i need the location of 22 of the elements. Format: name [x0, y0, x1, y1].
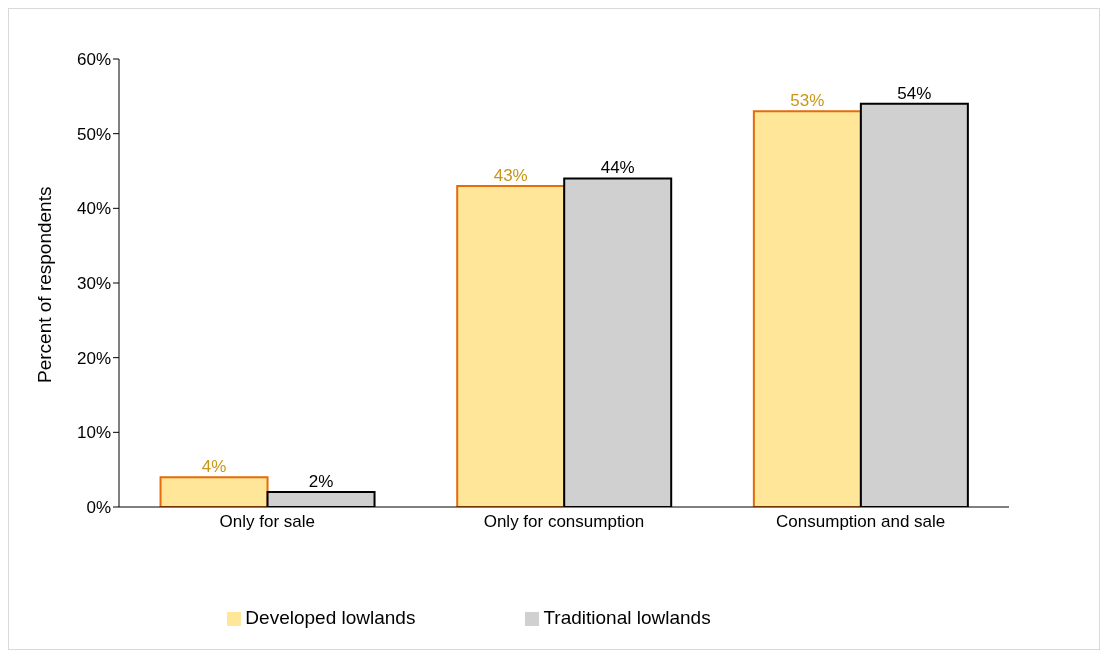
legend-label: Developed lowlands — [245, 607, 416, 628]
x-tick-label: Consumption and sale — [776, 512, 946, 532]
y-tick-label: 0% — [86, 498, 111, 518]
y-tick-label: 50% — [76, 124, 111, 144]
data-label: 4% — [201, 457, 227, 477]
y-tick-label: 20% — [76, 348, 111, 368]
y-tick-label: 30% — [76, 274, 111, 294]
data-label: 54% — [897, 83, 932, 103]
x-tick-label: Only for consumption — [483, 512, 645, 532]
x-tick-label: Only for sale — [219, 512, 316, 532]
data-label: 44% — [600, 158, 635, 178]
bar — [456, 184, 566, 507]
bar — [752, 110, 862, 507]
data-label: 2% — [308, 472, 334, 492]
y-axis-title: Percent of respondents — [33, 186, 55, 383]
y-tick-label: 60% — [76, 50, 111, 70]
legend-label: Traditional lowlands — [543, 607, 711, 628]
y-tick-label: 40% — [76, 199, 111, 219]
data-label: 43% — [493, 165, 528, 185]
data-label: 53% — [790, 91, 825, 111]
bar — [159, 476, 269, 507]
y-tick-label: 10% — [76, 423, 111, 443]
